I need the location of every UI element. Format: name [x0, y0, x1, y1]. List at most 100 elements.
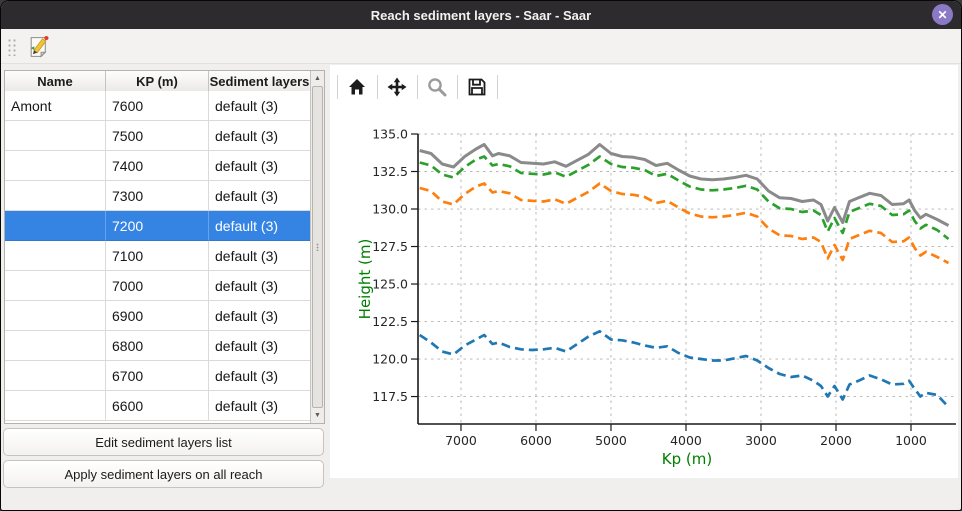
toolbar-drag-handle[interactable] [6, 37, 17, 56]
close-button[interactable]: ✕ [932, 4, 953, 25]
plot-pan-button[interactable] [381, 71, 413, 103]
home-icon [349, 79, 365, 95]
cell-name[interactable] [5, 181, 106, 211]
table-row[interactable]: 6700 default (3) [5, 361, 310, 391]
toolbar-separator [377, 75, 378, 99]
cell-sediment-layers[interactable]: default (3) [209, 211, 310, 241]
scrollbar-thumb[interactable] [312, 86, 323, 408]
chart-gridlines [418, 133, 956, 424]
plot-save-button[interactable] [461, 71, 493, 103]
plot-toolbar [330, 65, 958, 109]
main-toolbar [1, 29, 961, 64]
table-header: Name KP (m) Sediment layers [5, 71, 324, 92]
table-row[interactable]: 7300 default (3) [5, 181, 310, 211]
cell-kp[interactable]: 7100 [106, 241, 209, 271]
cell-sediment-layers[interactable]: default (3) [209, 121, 310, 151]
toolbar-separator [417, 75, 418, 99]
cell-name[interactable] [5, 331, 106, 361]
cell-sediment-layers[interactable]: default (3) [209, 241, 310, 271]
cell-name[interactable] [5, 271, 106, 301]
x-tick-label: 4000 [670, 433, 702, 448]
chart-series [418, 143, 950, 408]
table-row[interactable]: 6800 default (3) [5, 331, 310, 361]
cell-kp[interactable]: 6700 [106, 361, 209, 391]
chart-tick-labels: 135.0 132.5 130.0 127.5 125.0 122.5 120.0 117.5… [372, 127, 927, 449]
cell-sediment-layers[interactable]: default (3) [209, 91, 310, 121]
y-tick-label: 130.0 [372, 202, 408, 217]
apply-sediment-layers-button[interactable]: Apply sediment layers on all reach [3, 460, 324, 488]
y-tick-label: 127.5 [372, 239, 408, 254]
grey-solid-line [419, 143, 950, 227]
cell-name[interactable] [5, 241, 106, 271]
toolbar-separator [457, 75, 458, 99]
cell-sediment-layers[interactable]: default (3) [209, 271, 310, 301]
scrollbar-down-icon[interactable]: ▼ [314, 412, 321, 419]
cell-sediment-layers[interactable]: default (3) [209, 301, 310, 331]
cell-kp[interactable]: 7600 [106, 91, 209, 121]
x-tick-label: 6000 [520, 433, 552, 448]
cell-kp[interactable]: 6800 [106, 331, 209, 361]
save-floppy-icon [468, 78, 486, 96]
sediment-profile-chart[interactable]: 135.0 132.5 130.0 127.5 125.0 122.5 120.0 117.5… [330, 111, 958, 478]
cell-sediment-layers[interactable]: default (3) [209, 331, 310, 361]
x-tick-label: 1000 [895, 433, 927, 448]
scrollbar-grip [316, 243, 319, 251]
cell-kp[interactable]: 7200 [106, 211, 209, 241]
table-row[interactable]: 7500 default (3) [5, 121, 310, 151]
y-tick-label: 132.5 [372, 164, 408, 179]
cell-sediment-layers[interactable]: default (3) [209, 361, 310, 391]
chart-axes [411, 133, 956, 431]
cell-name[interactable] [5, 361, 106, 391]
cell-name[interactable]: Amont [5, 91, 106, 121]
window-title: Reach sediment layers - Saar - Saar [370, 7, 592, 23]
cell-name[interactable] [5, 211, 106, 241]
table-row[interactable]: 7100 default (3) [5, 241, 310, 271]
cell-sediment-layers[interactable]: default (3) [209, 391, 310, 421]
column-header-kp[interactable]: KP (m) [106, 71, 209, 91]
cell-name[interactable] [5, 121, 106, 151]
cell-name[interactable] [5, 151, 106, 181]
edit-sediment-button[interactable] [24, 32, 52, 60]
sediment-layers-table: Name KP (m) Sediment layers Amont 7600 def… [4, 70, 325, 424]
table-row[interactable]: 7200 default (3) [5, 211, 310, 241]
table-row[interactable]: 7000 default (3) [5, 271, 310, 301]
pan-arrows-icon [387, 77, 407, 97]
table-row[interactable]: 6900 default (3) [5, 301, 310, 331]
cell-kp[interactable]: 7300 [106, 181, 209, 211]
zoom-magnifier-icon [428, 78, 447, 97]
edit-sediment-layers-list-button[interactable]: Edit sediment layers list [3, 428, 324, 456]
table-scrollbar[interactable]: ▲ ▼ [310, 71, 324, 423]
column-header-sediment-layers[interactable]: Sediment layers [209, 73, 310, 89]
cell-kp[interactable]: 6900 [106, 301, 209, 331]
cell-sediment-layers[interactable]: default (3) [209, 181, 310, 211]
cell-kp[interactable]: 7000 [106, 271, 209, 301]
table-row[interactable]: 7400 default (3) [5, 151, 310, 181]
y-tick-label: 120.0 [372, 352, 408, 367]
scrollbar-up-icon[interactable]: ▲ [314, 75, 321, 82]
cell-name[interactable] [5, 301, 106, 331]
toolbar-separator [497, 75, 498, 99]
table-row[interactable]: 6600 default (3) [5, 391, 310, 421]
plot-zoom-button[interactable] [421, 71, 453, 103]
column-header-name[interactable]: Name [5, 71, 106, 91]
blue-dashed-line [418, 329, 950, 408]
edit-sediment-document-icon [29, 35, 48, 58]
y-tick-label: 135.0 [372, 127, 408, 142]
plot-figure: 135.0 132.5 130.0 127.5 125.0 122.5 120.0 117.5… [330, 65, 958, 478]
plot-home-button[interactable] [341, 71, 373, 103]
table-row-partial [5, 421, 310, 423]
table-row[interactable]: Amont 7600 default (3) [5, 91, 310, 121]
cell-name[interactable] [5, 391, 106, 421]
y-axis-label: Height (m) [356, 239, 374, 320]
green-dashed-line [419, 155, 950, 241]
cell-kp[interactable]: 6600 [106, 391, 209, 421]
cell-kp[interactable]: 7400 [106, 151, 209, 181]
cell-kp[interactable]: 7500 [106, 121, 209, 151]
cell-sediment-layers[interactable]: default (3) [209, 151, 310, 181]
y-tick-label: 117.5 [372, 389, 408, 404]
titlebar[interactable]: Reach sediment layers - Saar - Saar ✕ [1, 1, 961, 29]
toolbar-separator [337, 75, 338, 99]
y-tick-label: 122.5 [372, 314, 408, 329]
x-tick-label: 3000 [745, 433, 777, 448]
